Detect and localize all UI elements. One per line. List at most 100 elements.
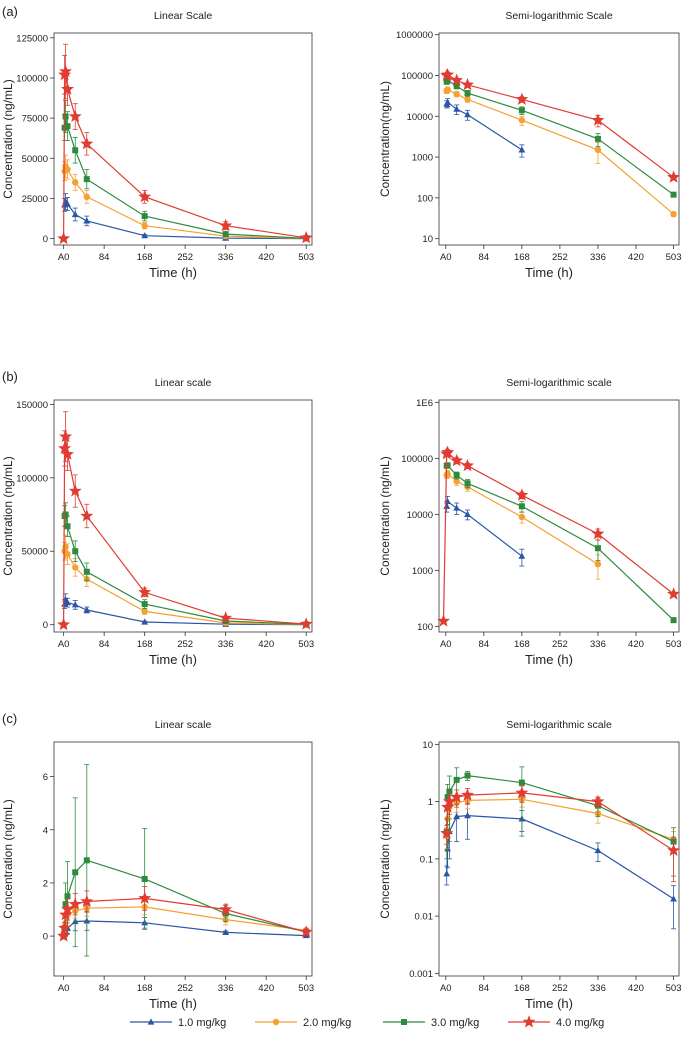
data-point [59,908,72,921]
data-point [518,503,525,510]
legend-item-4-0-mg-kg: 4.0 mg/kg [508,1015,604,1029]
series-4-0-mg-kg [440,785,680,883]
legend-marker-4-0-mg-kg [522,1015,536,1028]
data-point [219,218,233,232]
data-point [138,190,152,203]
data-point [141,618,149,625]
x-axis-label: Time (h) [149,652,197,667]
series-1-0-mg-kg [443,803,677,930]
data-point [72,179,79,186]
data-point [444,794,451,801]
data-point [461,78,474,91]
x-tick-label: A0 [440,252,452,263]
data-point [61,82,74,95]
data-point [61,902,74,915]
data-point [299,925,313,938]
legend-label-2-0-mg-kg: 2.0 mg/kg [303,1017,351,1029]
x-tick-label: 420 [258,252,274,263]
x-tick-label: 420 [258,983,274,994]
data-point [461,458,474,472]
series-3-0-mg-kg [61,502,310,628]
series-line [64,512,307,625]
x-tick-label: 84 [479,639,490,650]
x-axis-label: Time (h) [149,265,197,280]
legend-item-3-0-mg-kg: 3.0 mg/kg [383,1017,479,1029]
x-tick-label: 252 [177,639,193,650]
x-tick-label: 84 [99,983,110,994]
legend-marker-shape [401,1019,407,1025]
data-point [591,794,605,808]
series-line [446,464,675,621]
series-line [446,798,674,840]
series-2-0-mg-kg [61,154,310,242]
series-line [63,897,307,937]
data-point [138,585,152,598]
data-point [59,64,72,77]
data-point [453,478,460,485]
x-tick-label: 503 [666,252,682,263]
panel-label-b: (b) [2,369,18,384]
legend: 1.0 mg/kg 2.0 mg/kg 3.0 mg/kg 4.0 mg/kg [130,1015,604,1029]
data-point [64,200,71,207]
data-point [299,617,313,630]
data-point [450,73,464,86]
data-point [444,86,451,93]
data-point [444,462,451,469]
plot-frame [438,399,680,633]
data-point [444,98,452,105]
data-point [442,794,456,808]
legend-marker-3-0-mg-kg [401,1019,407,1025]
chart-5: Linear scale A0 84 168 252 336 420 503 Time (h) 0… [1,719,314,1011]
y-tick-label: 100 [417,622,433,633]
data-point [59,429,72,443]
y-tick-label: 0 [43,932,48,943]
series-3-0-mg-kg [443,77,677,198]
legend-marker-shape [147,1018,155,1025]
series-2-0-mg-kg [61,534,310,628]
data-point [80,137,94,150]
data-point [443,870,451,877]
data-point [83,606,91,613]
data-point [57,231,71,245]
x-tick-label: 168 [514,639,530,650]
data-point [515,92,529,105]
data-point [518,107,525,114]
series-line [64,164,307,239]
data-point [441,445,455,458]
data-point [68,897,82,910]
data-point [222,928,230,935]
data-point [450,453,464,467]
data-point [62,543,69,551]
y-axis-label: Concentration (ng/mL) [1,79,15,198]
data-point [453,83,460,90]
x-tick-label: 336 [590,983,606,994]
data-point [141,213,148,220]
y-axis-label: Concentration(ng/mL) [378,81,392,197]
data-point [62,113,69,120]
series-4-0-mg-kg [437,445,680,627]
data-point [138,891,152,904]
y-tick-label: 50000 [22,547,48,558]
data-point [141,232,149,239]
y-tick-label: 2 [43,878,48,889]
legend-marker-2-0-mg-kg [272,1018,280,1026]
data-point [62,511,69,518]
plot-frame [53,741,313,977]
x-tick-label: 168 [514,983,530,994]
data-point [83,193,90,201]
data-point [453,105,461,112]
x-tick-label: 168 [137,639,153,650]
data-point [591,527,605,540]
x-axis-label: Time (h) [149,996,197,1011]
data-point [440,826,454,839]
chart-title: Linear scale [155,719,212,731]
plot-frame [53,32,313,246]
legend-marker-1-0-mg-kg [147,1018,155,1025]
x-tick-label: 336 [218,639,234,650]
x-tick-label: 252 [552,252,568,263]
data-point [57,929,71,942]
x-tick-label: 168 [137,983,153,994]
y-axis-label: Concentration (ng/mL) [1,799,15,918]
series-4-0-mg-kg [440,68,680,183]
series-1-0-mg-kg [61,193,310,242]
